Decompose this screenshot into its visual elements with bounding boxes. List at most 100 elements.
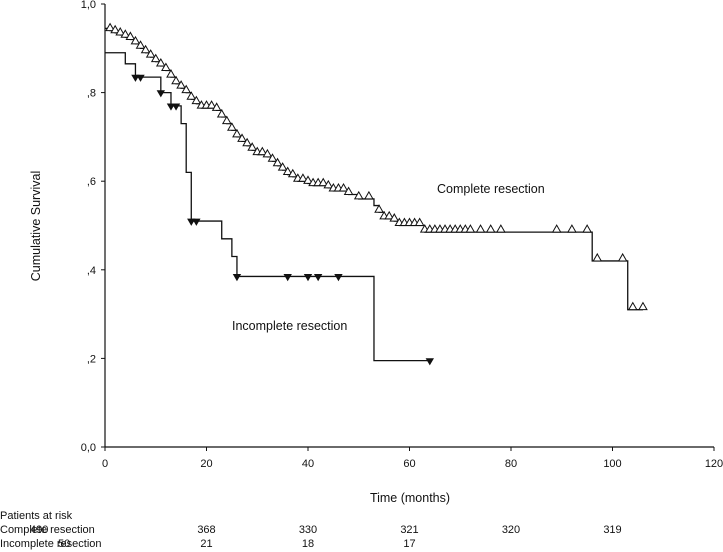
censor-marker [262, 148, 273, 158]
survival-curve [105, 52, 430, 362]
censor-marker [465, 224, 476, 233]
annotation-complete-resection: Complete resection [437, 182, 545, 196]
censor-marker [617, 252, 628, 262]
censor-marker [313, 274, 323, 282]
censor-marker [389, 213, 400, 222]
x-tick-label: 60 [403, 458, 415, 470]
censor-marker [638, 301, 648, 311]
risk-value: 21 [200, 538, 212, 550]
censor-marker [485, 224, 496, 233]
censor-marker [414, 217, 425, 226]
censor-marker [115, 27, 126, 36]
censor-marker [323, 179, 334, 189]
censor-marker [257, 146, 268, 156]
censor-marker [303, 274, 313, 282]
censor-marker [582, 224, 592, 233]
risk-row-label-complete: Complete resection [0, 524, 95, 536]
censor-marker [272, 157, 283, 167]
censor-marker [334, 274, 343, 282]
risk-value: 17 [403, 538, 415, 550]
censor-marker [298, 173, 308, 182]
censor-marker [171, 75, 181, 85]
censor-marker [627, 301, 638, 311]
censor-marker [130, 35, 141, 45]
censor-marker [338, 182, 349, 192]
risk-values: 490 368 330 321 320 319 50 21 18 17 [30, 524, 622, 550]
annotation-incomplete-resection: Incomplete resection [232, 319, 347, 333]
censor-marker [353, 190, 364, 200]
series-1 [105, 52, 434, 366]
censor-marker [187, 218, 196, 226]
y-axis-title: Cumulative Survival [29, 171, 43, 281]
censor-marker [166, 69, 176, 78]
censor-marker [136, 74, 145, 82]
censor-marker [216, 108, 227, 118]
censor-marker [145, 49, 156, 58]
censor-marker [247, 142, 258, 151]
censor-marker [374, 204, 384, 213]
censor-marker [110, 24, 121, 34]
y-tick-label: ,8 [87, 88, 96, 100]
censor-marker [282, 166, 293, 176]
risk-row-label-incomplete: Incomplete resection [0, 538, 102, 550]
x-tick-label: 20 [200, 458, 212, 470]
censor-marker [237, 133, 247, 142]
risk-value: 50 [58, 538, 70, 550]
x-ticks: 0 20 40 60 80 100 120 [102, 447, 723, 470]
y-tick-label: ,4 [87, 265, 96, 277]
risk-value: 321 [400, 524, 418, 536]
censor-marker [105, 22, 115, 32]
risk-table-header: Patients at risk [0, 510, 73, 522]
censor-marker [135, 40, 146, 49]
censor-marker [232, 274, 242, 282]
y-ticks: 0,0 ,2 ,4 ,6 ,8 1,0 [81, 0, 105, 454]
censor-marker [120, 29, 131, 38]
censor-marker [384, 210, 395, 220]
y-tick-label: 0,0 [81, 442, 96, 454]
y-tick-label: ,2 [87, 353, 96, 365]
censor-marker [318, 177, 329, 187]
censor-marker [232, 128, 242, 138]
censor-marker [475, 224, 486, 233]
censor-marker [206, 100, 217, 109]
censor-marker [161, 62, 171, 71]
censor-marker [192, 218, 201, 226]
censor-marker [287, 168, 298, 178]
censor-marker [191, 95, 202, 105]
censor-marker [140, 44, 151, 54]
risk-value: 490 [30, 524, 48, 536]
censor-marker [267, 153, 278, 162]
y-tick-label: 1,0 [81, 0, 96, 11]
censor-marker [176, 80, 186, 89]
x-axis-title: Time (months) [370, 491, 450, 505]
censor-marker [242, 137, 252, 147]
censor-marker [495, 224, 506, 233]
censor-marker [125, 31, 136, 40]
x-tick-label: 80 [505, 458, 517, 470]
censor-marker [186, 91, 197, 100]
censor-marker [221, 115, 232, 125]
x-tick-label: 0 [102, 458, 108, 470]
censor-marker [425, 358, 434, 366]
censor-marker [181, 84, 192, 94]
risk-value: 330 [299, 524, 317, 536]
risk-value: 368 [197, 524, 215, 536]
censor-marker [166, 103, 176, 111]
x-tick-label: 120 [705, 458, 723, 470]
censor-marker [592, 252, 603, 262]
risk-value: 319 [603, 524, 621, 536]
censor-marker [156, 90, 166, 98]
censor-marker [211, 102, 222, 111]
censor-marker [277, 162, 288, 171]
censor-marker [567, 224, 577, 233]
censor-marker [227, 122, 237, 131]
plot-area: 0,0 ,2 ,4 ,6 ,8 1,0 0 20 40 60 80 100 120 [81, 0, 723, 470]
censor-marker [303, 175, 313, 184]
series-layer [105, 22, 648, 366]
censor-marker [283, 274, 292, 282]
x-tick-label: 100 [603, 458, 621, 470]
risk-table: Patients at risk Complete resection Inco… [0, 510, 622, 550]
censor-marker [155, 58, 166, 67]
y-tick-label: ,6 [87, 176, 96, 188]
